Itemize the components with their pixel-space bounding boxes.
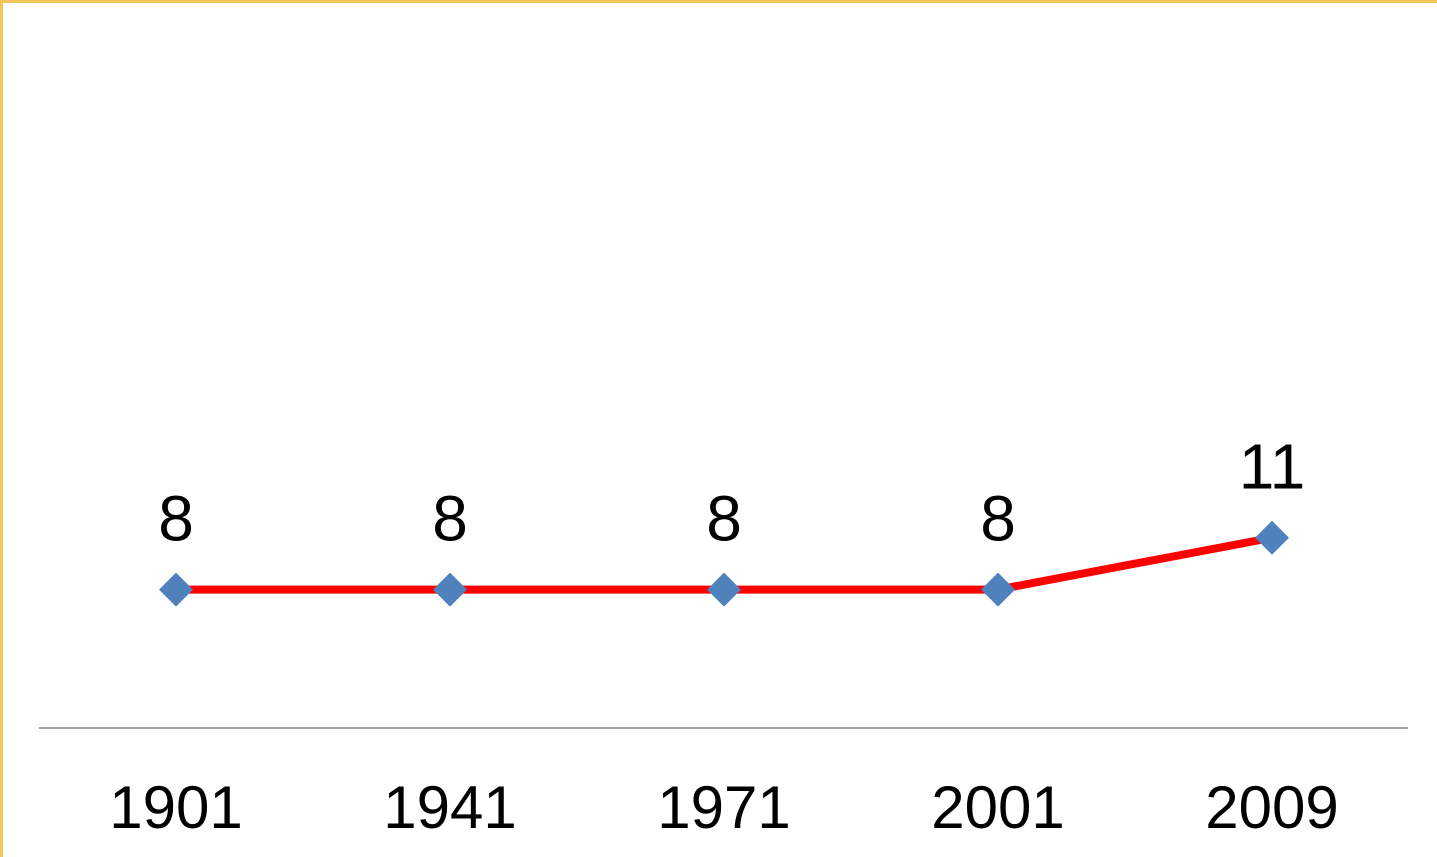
x-tick-label: 1901 <box>109 774 242 841</box>
x-tick-label: 1941 <box>383 774 516 841</box>
data-marker <box>1255 520 1289 555</box>
data-label: 8 <box>158 483 194 555</box>
data-label: 8 <box>432 483 468 555</box>
data-label: 11 <box>1239 431 1305 503</box>
x-tick-label: 2001 <box>931 774 1064 841</box>
data-marker <box>159 572 193 607</box>
data-marker <box>707 572 741 607</box>
data-marker <box>981 572 1015 607</box>
data-marker <box>433 572 467 607</box>
data-label: 8 <box>706 483 742 555</box>
x-tick-label: 2009 <box>1205 774 1338 841</box>
x-tick-label: 1971 <box>657 774 790 841</box>
data-label: 8 <box>980 483 1016 555</box>
